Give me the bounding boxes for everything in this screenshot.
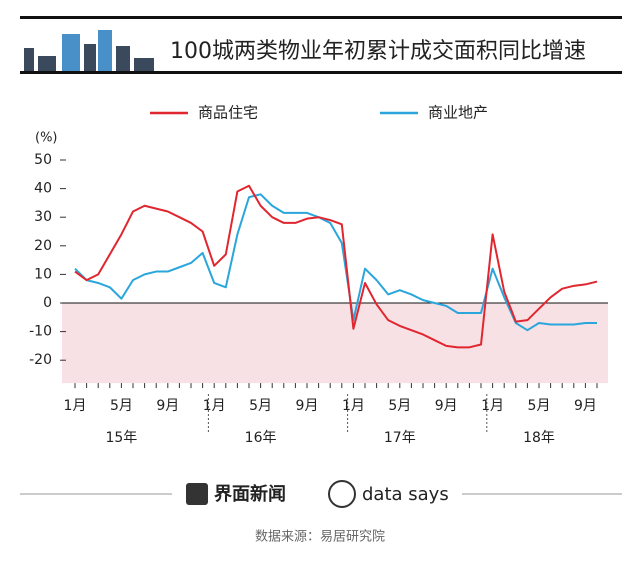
chart-title: 100城两类物业年初累计成交面积同比增速	[170, 39, 586, 64]
source: 数据来源：易居研究院	[255, 530, 385, 545]
x-tick-label: 9月	[435, 398, 458, 414]
brand2: data says	[362, 484, 449, 505]
x-tick-label: 5月	[528, 398, 551, 414]
y-tick-label: 30	[34, 209, 52, 225]
x-tick-label: 1月	[342, 398, 365, 414]
y-tick-label: 10	[34, 266, 52, 282]
header-rule	[20, 16, 622, 19]
x-tick-label: 1月	[64, 398, 87, 414]
x-tick-label: 5月	[110, 398, 133, 414]
x-tick-label: 1月	[481, 398, 504, 414]
group-label: 18年	[523, 430, 555, 446]
y-tick-label: 20	[34, 238, 52, 254]
x-tick-label: 9月	[574, 398, 597, 414]
x-tick-label: 5月	[388, 398, 411, 414]
y-tick-label: 0	[43, 295, 52, 311]
negative-area	[62, 303, 608, 384]
x-tick-label: 5月	[249, 398, 272, 414]
y-tick-label: -20	[29, 352, 52, 368]
y-tick-label: -10	[29, 324, 52, 340]
legend-label: 商业地产	[428, 104, 488, 122]
series-line	[74, 193, 597, 332]
y-axis-label: (%)	[35, 131, 58, 146]
legend-label: 商品住宅	[198, 104, 258, 122]
brand2-logo	[328, 480, 356, 508]
header-bar	[20, 71, 622, 74]
group-label: 16年	[245, 430, 277, 446]
group-label: 17年	[384, 430, 416, 446]
group-label: 15年	[105, 430, 137, 446]
x-tick-label: 9月	[156, 398, 179, 414]
y-tick-label: 40	[34, 181, 52, 197]
y-tick-label: 50	[34, 152, 52, 168]
series-line	[74, 184, 598, 349]
city-icon	[24, 30, 154, 72]
x-tick-label: 1月	[203, 398, 226, 414]
brand-logo	[186, 483, 208, 505]
brand: 界面新闻	[214, 483, 286, 505]
x-tick-label: 9月	[296, 398, 319, 414]
